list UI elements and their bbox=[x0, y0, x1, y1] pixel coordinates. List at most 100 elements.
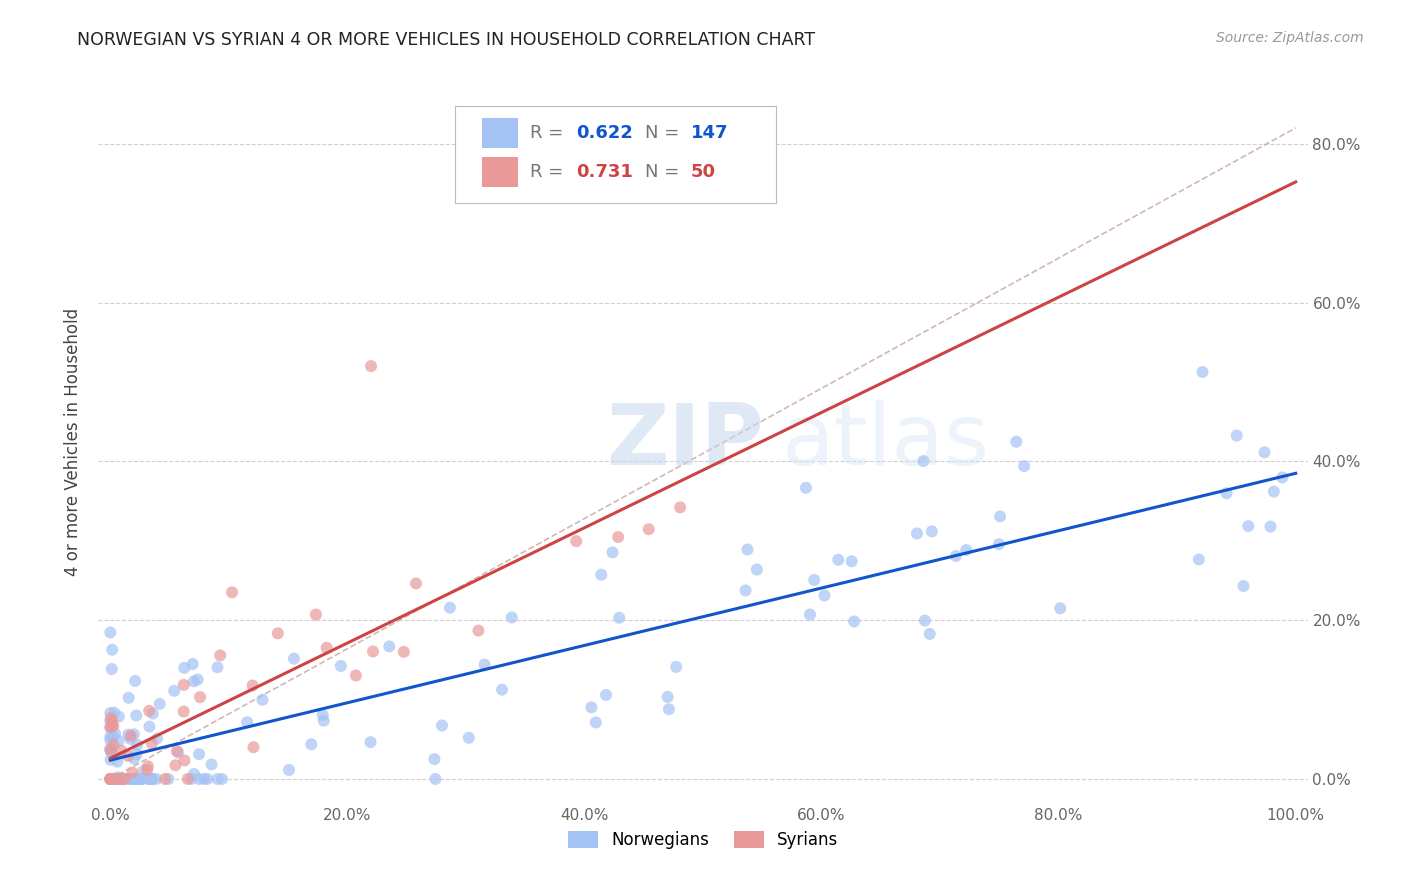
Point bbox=[360, 735, 382, 749]
Point bbox=[103, 706, 125, 720]
Point bbox=[177, 772, 200, 786]
Point bbox=[121, 765, 143, 780]
Text: ZIP: ZIP bbox=[606, 400, 763, 483]
Point bbox=[236, 715, 259, 730]
Point bbox=[98, 743, 121, 757]
Point bbox=[138, 772, 160, 786]
Point bbox=[988, 509, 1011, 524]
Point bbox=[118, 772, 141, 786]
Point bbox=[138, 704, 160, 718]
Text: NORWEGIAN VS SYRIAN 4 OR MORE VEHICLES IN HOUSEHOLD CORRELATION CHART: NORWEGIAN VS SYRIAN 4 OR MORE VEHICLES I… bbox=[77, 31, 815, 49]
Point bbox=[122, 751, 145, 765]
Point bbox=[591, 567, 613, 582]
Text: 147: 147 bbox=[690, 124, 728, 142]
Point bbox=[657, 690, 679, 704]
FancyBboxPatch shape bbox=[482, 118, 517, 148]
Point bbox=[745, 563, 768, 577]
Point bbox=[146, 731, 169, 746]
Y-axis label: 4 or more Vehicles in Household: 4 or more Vehicles in Household bbox=[65, 308, 83, 575]
Point bbox=[1263, 484, 1285, 499]
Point bbox=[267, 626, 290, 640]
Point bbox=[145, 772, 167, 786]
Point bbox=[1049, 601, 1071, 615]
Point bbox=[595, 688, 617, 702]
Point bbox=[120, 729, 142, 743]
Point bbox=[129, 772, 152, 786]
Point bbox=[120, 772, 142, 786]
FancyBboxPatch shape bbox=[456, 105, 776, 203]
Point bbox=[105, 755, 128, 769]
Point bbox=[803, 573, 825, 587]
Point bbox=[98, 733, 121, 747]
Point bbox=[107, 772, 129, 786]
Point bbox=[1260, 519, 1282, 533]
Point bbox=[658, 702, 681, 716]
Point bbox=[98, 772, 121, 786]
Point bbox=[131, 772, 153, 786]
Point bbox=[103, 730, 125, 744]
Point bbox=[100, 772, 122, 786]
Point bbox=[153, 772, 176, 786]
Point bbox=[121, 772, 143, 786]
Point bbox=[98, 625, 121, 640]
Text: 0.622: 0.622 bbox=[576, 124, 633, 142]
Point bbox=[166, 744, 188, 758]
Point bbox=[108, 709, 131, 723]
Point bbox=[912, 454, 935, 468]
Point bbox=[101, 714, 124, 728]
Point bbox=[799, 607, 821, 622]
Point bbox=[1232, 579, 1254, 593]
Point bbox=[125, 747, 148, 762]
Point bbox=[100, 744, 122, 758]
Point bbox=[1012, 459, 1035, 474]
Point bbox=[1005, 434, 1028, 449]
Point bbox=[110, 772, 132, 786]
Point bbox=[188, 747, 211, 761]
Point bbox=[565, 534, 588, 549]
Point bbox=[107, 734, 129, 748]
Point bbox=[188, 690, 211, 705]
Point bbox=[98, 706, 121, 720]
Point bbox=[142, 706, 165, 721]
Point bbox=[100, 772, 122, 786]
Point bbox=[844, 615, 866, 629]
Point bbox=[100, 772, 122, 786]
Point bbox=[125, 708, 148, 723]
Point bbox=[157, 772, 180, 786]
Point bbox=[104, 726, 127, 740]
Point bbox=[125, 772, 148, 786]
Point bbox=[1188, 552, 1211, 566]
Point bbox=[98, 772, 121, 786]
Point bbox=[103, 772, 125, 786]
Point bbox=[100, 772, 122, 786]
Point bbox=[100, 772, 122, 786]
Point bbox=[100, 772, 122, 786]
Point bbox=[344, 668, 367, 682]
Point bbox=[100, 662, 122, 676]
Point bbox=[183, 767, 205, 781]
Point bbox=[1191, 365, 1213, 379]
Point bbox=[149, 697, 172, 711]
Point bbox=[125, 772, 148, 786]
Point bbox=[1215, 486, 1237, 500]
Text: 0.731: 0.731 bbox=[576, 163, 633, 181]
Point bbox=[114, 772, 136, 786]
Point bbox=[221, 585, 243, 599]
Point bbox=[305, 607, 328, 622]
Point bbox=[101, 642, 124, 657]
Point bbox=[474, 657, 496, 672]
Point bbox=[193, 772, 215, 786]
Point bbox=[110, 772, 132, 786]
Point bbox=[361, 644, 384, 658]
Point bbox=[127, 738, 149, 752]
Point bbox=[607, 530, 630, 544]
Point bbox=[136, 759, 159, 773]
Point bbox=[252, 693, 274, 707]
Text: N =: N = bbox=[645, 163, 685, 181]
Point bbox=[315, 640, 337, 655]
Point bbox=[100, 711, 122, 725]
Point bbox=[125, 772, 148, 786]
Point bbox=[132, 764, 155, 778]
Point bbox=[1253, 445, 1275, 459]
Point bbox=[467, 624, 489, 638]
